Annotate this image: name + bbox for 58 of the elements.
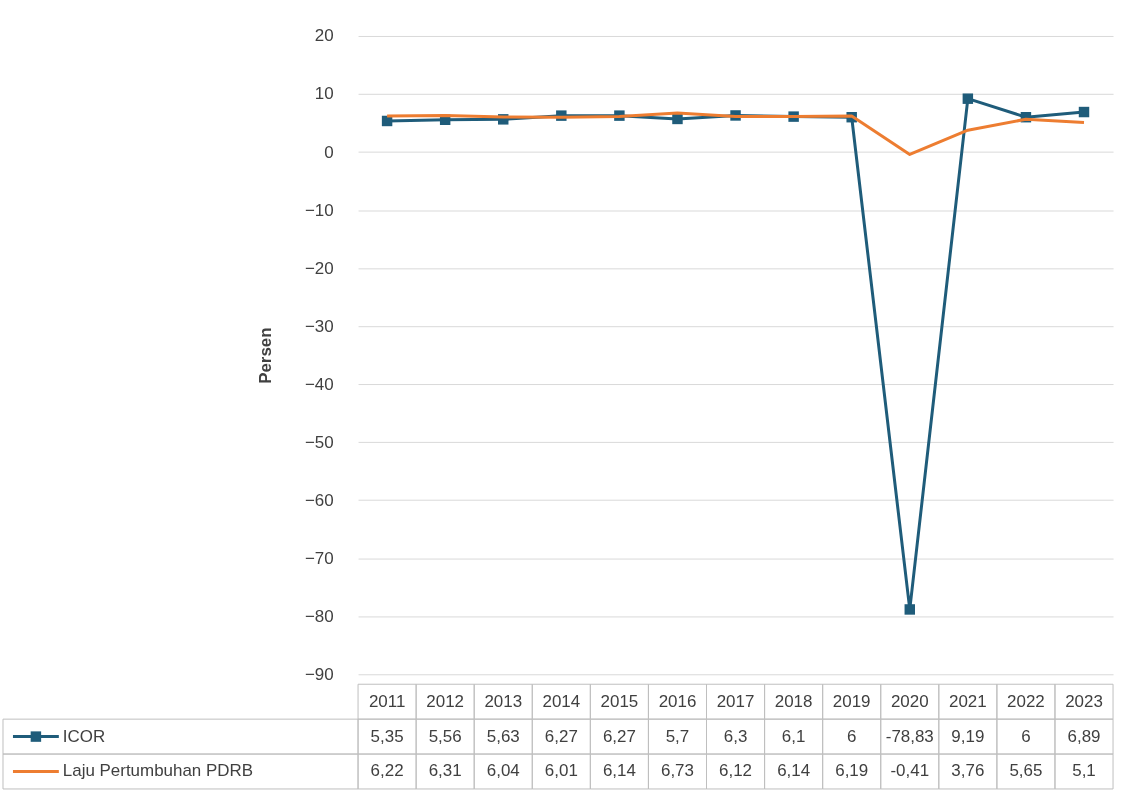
x-tick-label: 2016: [658, 691, 697, 711]
x-tick-label: 2022: [1007, 691, 1045, 711]
data-label: 6,3: [723, 726, 748, 746]
x-tick-label: 2019: [832, 691, 871, 711]
y-axis-title: Persen: [255, 327, 275, 384]
y-tick-label: −80: [304, 606, 334, 626]
y-tick-label: −40: [304, 374, 334, 394]
data-label: 9,19: [951, 726, 985, 746]
data-label: 5,65: [1009, 761, 1043, 781]
data-label: -78,83: [885, 726, 934, 746]
x-tick-label: 2015: [600, 691, 639, 711]
data-label: 5,63: [486, 726, 520, 746]
y-tick-label: 20: [314, 26, 334, 46]
data-label: 3,76: [951, 761, 985, 781]
x-tick-label: 2013: [484, 691, 523, 711]
y-tick-label: 0: [324, 142, 334, 162]
legend-label: Laju Pertumbuhan PDRB: [62, 761, 254, 781]
data-label: 5,7: [665, 726, 690, 746]
y-tick-label: −70: [304, 548, 334, 568]
x-tick-label: 2023: [1065, 691, 1103, 711]
point: [962, 93, 974, 104]
x-tick-label: 2014: [542, 691, 581, 711]
data-label: 5,35: [370, 726, 404, 746]
data-label: 6,04: [486, 761, 520, 781]
x-tick-label: 2020: [890, 691, 929, 711]
point: [672, 113, 683, 125]
data-label: 6,14: [777, 761, 811, 781]
y-tick-label: −20: [304, 258, 334, 278]
y-tick-label: −60: [304, 490, 334, 510]
data-label: 6,22: [370, 761, 404, 781]
x-tick-label: 2012: [426, 691, 465, 711]
y-tick-label: −10: [304, 200, 334, 220]
data-label: 6,27: [602, 726, 636, 746]
data-label: 6,12: [719, 761, 753, 781]
y-tick-label: 10: [314, 84, 334, 104]
data-label: 6,89: [1067, 726, 1101, 746]
data-label: 6,19: [835, 761, 869, 781]
x-tick-label: 2021: [949, 691, 987, 711]
data-label: 6,1: [781, 726, 806, 746]
data-label: 5,56: [428, 726, 462, 746]
data-label: 6,73: [660, 761, 694, 781]
y-tick-label: −50: [304, 432, 334, 452]
legend-label: ICOR: [62, 726, 106, 746]
data-label: 6,31: [428, 761, 462, 781]
point: [904, 604, 915, 615]
data-label: 6: [846, 726, 857, 746]
data-label: -0,41: [890, 761, 930, 781]
y-tick-label: −90: [304, 664, 334, 684]
data-label: 5,1: [1072, 761, 1096, 781]
data-label: 6,27: [544, 726, 578, 746]
x-tick-label: 2018: [774, 691, 813, 711]
y-tick-label: −30: [304, 316, 334, 336]
data-label: 6,14: [602, 761, 636, 781]
x-tick-label: 2011: [368, 691, 406, 711]
point: [1078, 106, 1090, 118]
x-tick-label: 2017: [716, 691, 755, 711]
data-label: 6: [1021, 726, 1031, 746]
data-label: 6,01: [544, 761, 578, 781]
